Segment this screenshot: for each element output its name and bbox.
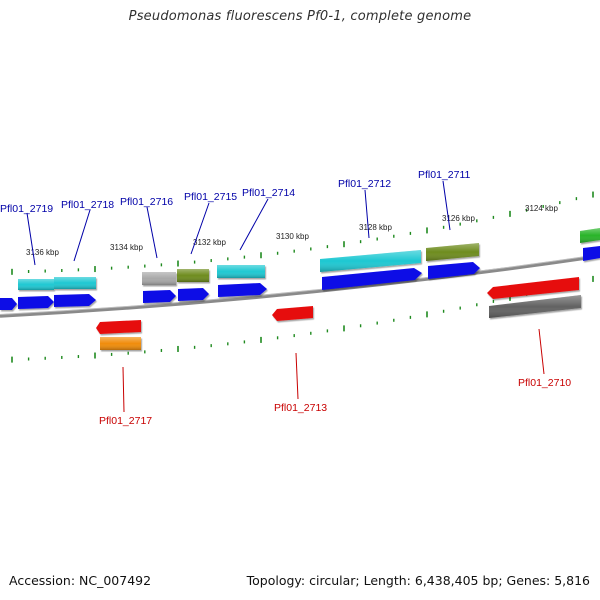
gene-arrow-2713[interactable] [272, 306, 313, 321]
forward-gene-labels: Pfl01_2719 Pfl01_2718 Pfl01_2716 Pfl01_2… [0, 169, 471, 215]
gene-label-2714[interactable]: Pfl01_2714 [242, 187, 295, 199]
leader-2715 [190, 202, 210, 255]
gene-label-2710[interactable]: Pfl01_2710 [518, 377, 571, 389]
scale-label-3136: 3136 kbp [26, 248, 59, 257]
scale-label-3128: 3128 kbp [359, 223, 392, 232]
accession-text: Accession: NC_007492 [9, 573, 152, 588]
gene-arrow-2716[interactable] [143, 290, 176, 303]
gene-arrow-2711[interactable] [428, 262, 480, 279]
scale-ticks-forward [11, 191, 594, 275]
gene-arrow-2710[interactable] [487, 277, 579, 299]
cog-box-2719[interactable] [18, 279, 54, 290]
forward-cog-boxes [18, 228, 600, 290]
leader-2711 [442, 180, 451, 231]
gene-label-2713[interactable]: Pfl01_2713 [274, 402, 327, 414]
gene-arrow-2718[interactable] [54, 294, 96, 307]
gene-arrow-2717[interactable] [96, 320, 141, 334]
leader-2710 [538, 328, 545, 375]
cog-box-2717-shade [100, 337, 141, 350]
leader-2717 [122, 366, 125, 413]
gene-arrow-2715[interactable] [178, 288, 209, 301]
scale-label-3124: 3124 kbp [525, 204, 558, 213]
genome-title: Pseudomonas fluorescens Pf0-1, complete … [128, 9, 472, 24]
leader-2719 [26, 212, 36, 266]
reverse-genes [96, 277, 581, 350]
leader-2712 [364, 189, 370, 239]
leader-2718 [73, 209, 91, 262]
gene-label-2717[interactable]: Pfl01_2717 [99, 415, 152, 427]
gene-arrow-edge-left[interactable] [0, 298, 17, 310]
genome-backbone-highlight [0, 254, 600, 315]
gene-label-2711[interactable]: Pfl01_2711 [418, 169, 471, 181]
cog-box-2711[interactable] [426, 243, 479, 261]
cog-box-2712[interactable] [320, 250, 421, 272]
scale-label-3132: 3132 kbp [193, 238, 226, 247]
gene-label-2712[interactable]: Pfl01_2712 [338, 178, 391, 190]
gene-label-2719[interactable]: Pfl01_2719 [0, 203, 53, 215]
cog-box-2714[interactable] [217, 265, 265, 278]
cog-box-2718[interactable] [54, 277, 96, 289]
gene-label-2716[interactable]: Pfl01_2716 [120, 196, 173, 208]
gene-label-2715[interactable]: Pfl01_2715 [184, 191, 237, 203]
scale-label-3134: 3134 kbp [110, 243, 143, 252]
gene-label-2718[interactable]: Pfl01_2718 [61, 199, 114, 211]
cog-box-2710-shade [489, 295, 581, 318]
leader-2714 [239, 198, 269, 251]
gene-arrow-2712[interactable] [322, 268, 422, 290]
genome-backbone [0, 254, 600, 318]
cog-box-edge[interactable] [580, 228, 600, 243]
leader-2713 [295, 352, 299, 400]
gene-arrow-2714[interactable] [218, 283, 267, 297]
gene-arrow-2719[interactable] [18, 296, 54, 309]
leader-2716 [146, 206, 158, 259]
gene-arrow-edge-right[interactable] [583, 246, 600, 261]
cog-box-2715[interactable] [177, 269, 209, 282]
cog-box-2716[interactable] [142, 272, 176, 285]
label-leader-lines [26, 180, 545, 413]
scale-label-3126: 3126 kbp [442, 214, 475, 223]
genome-summary-text: Topology: circular; Length: 6,438,405 bp… [246, 573, 590, 588]
forward-gene-arrows [0, 246, 600, 310]
scale-label-3130: 3130 kbp [276, 232, 309, 241]
scale-labels: 3136 kbp 3134 kbp 3132 kbp 3130 kbp 3128… [26, 204, 558, 257]
reverse-gene-labels: Pfl01_2717 Pfl01_2713 Pfl01_2710 [99, 377, 571, 427]
